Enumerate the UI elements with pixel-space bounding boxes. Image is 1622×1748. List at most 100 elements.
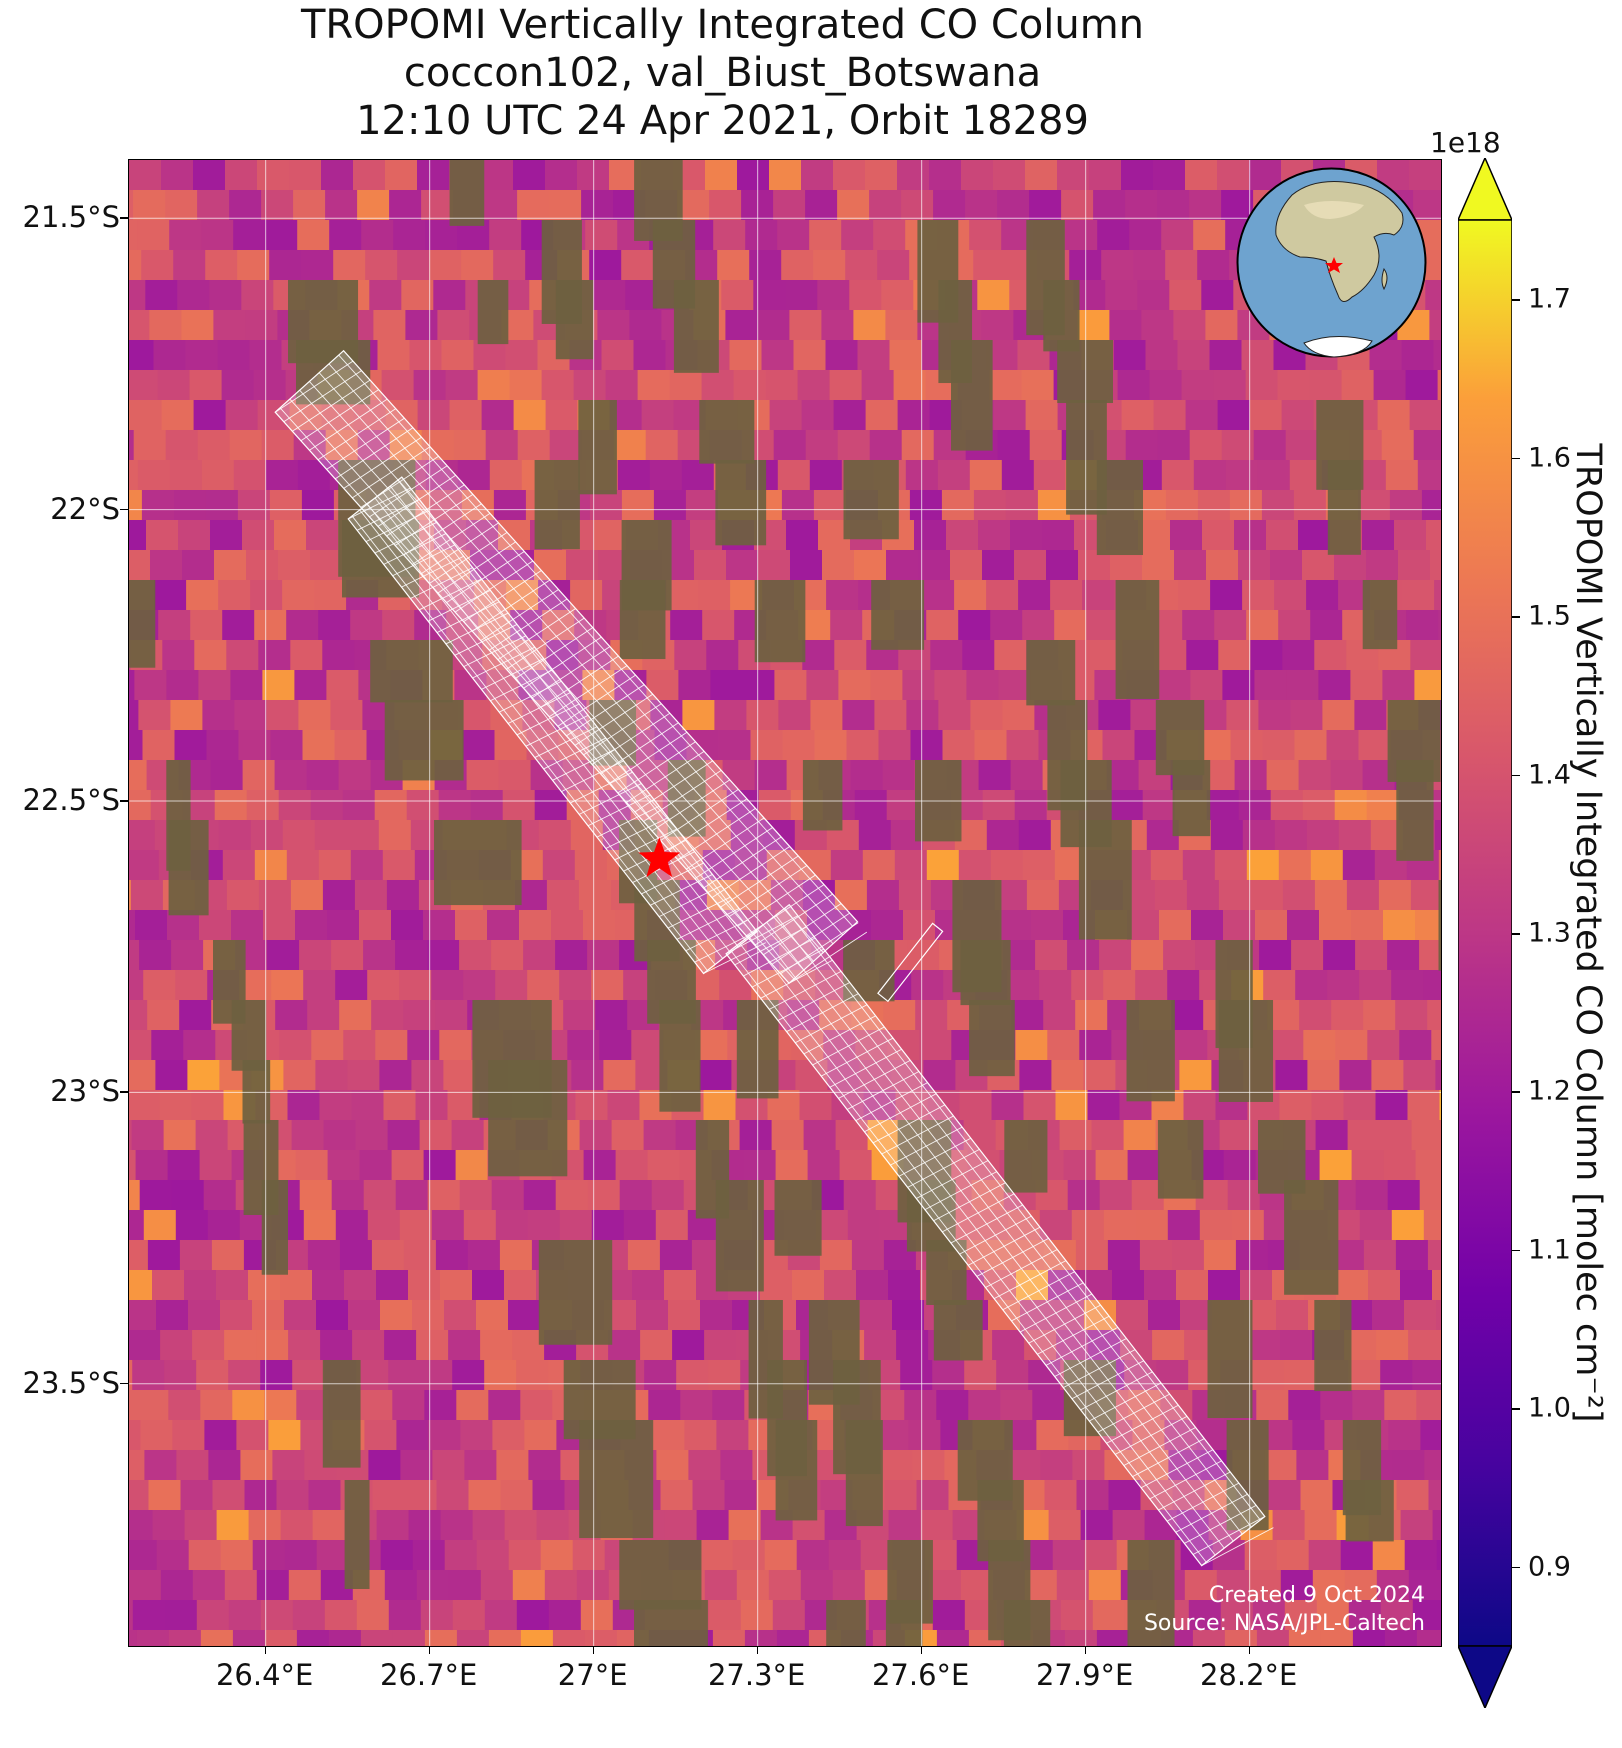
co-pixel — [363, 1180, 397, 1211]
colorbar-tick-mark — [1512, 933, 1520, 935]
co-pixel — [353, 160, 386, 191]
co-pixel — [643, 1120, 677, 1151]
co-pixel — [838, 670, 872, 701]
co-pixel — [448, 1570, 482, 1601]
co-pixel — [853, 310, 887, 341]
co-pixel — [301, 250, 335, 281]
co-pixel — [1163, 940, 1197, 971]
co-pixel — [1135, 1210, 1169, 1241]
co-pixel — [1199, 1210, 1233, 1241]
co-pixel — [797, 370, 831, 401]
co-pixel — [1408, 1330, 1441, 1361]
co-pixel — [545, 160, 578, 191]
co-pixel — [809, 460, 843, 491]
co-pixel — [929, 160, 962, 191]
co-pixel — [361, 220, 395, 251]
land-patch — [1172, 760, 1211, 837]
map-panel[interactable]: Created 9 Oct 2024 Source: NASA/JPL-Calt… — [128, 159, 1442, 1647]
co-pixel — [365, 250, 399, 281]
land-patch — [1026, 640, 1076, 706]
co-pixel — [129, 730, 144, 761]
co-pixel — [369, 280, 403, 311]
co-pixel — [884, 1480, 918, 1511]
co-pixel — [830, 850, 864, 881]
co-pixel — [217, 340, 251, 371]
co-pixel — [1258, 700, 1292, 731]
co-pixel — [783, 970, 817, 1001]
co-pixel — [1405, 370, 1439, 401]
co-pixel — [1430, 790, 1441, 821]
co-pixel — [225, 160, 258, 191]
co-pixel — [504, 1510, 538, 1541]
co-pixel — [1285, 430, 1319, 461]
co-pixel — [941, 490, 975, 521]
co-pixel — [849, 280, 883, 311]
co-pixel — [154, 580, 188, 611]
co-pixel — [129, 1090, 161, 1121]
lon-tick-label: 28.2°E — [1199, 1658, 1298, 1692]
co-pixel — [1252, 1360, 1286, 1391]
co-pixel — [416, 1570, 450, 1601]
co-pixel — [1220, 1600, 1254, 1631]
co-pixel — [1411, 1120, 1441, 1151]
co-pixel — [170, 700, 204, 731]
co-pixel — [915, 1000, 949, 1031]
co-pixel — [617, 460, 651, 491]
co-pixel — [1154, 880, 1188, 911]
co-pixel — [574, 850, 608, 881]
co-pixel — [133, 430, 167, 461]
co-pixel — [129, 790, 152, 821]
co-pixel — [754, 760, 788, 791]
co-pixel — [1357, 490, 1391, 521]
co-pixel — [1154, 640, 1188, 671]
co-pixel — [758, 550, 791, 581]
co-pixel — [306, 520, 339, 551]
co-pixel — [1351, 1150, 1385, 1181]
colorbar-tick-label: 1.0 — [1528, 1392, 1571, 1424]
co-pixel — [175, 1210, 209, 1241]
co-pixel — [374, 790, 408, 821]
co-pixel — [1246, 850, 1280, 881]
co-pixel — [141, 250, 175, 281]
co-pixel — [551, 910, 584, 941]
colorbar-tick-mark — [1512, 1091, 1520, 1093]
co-pixel — [798, 850, 832, 881]
co-pixel — [534, 550, 567, 581]
co-pixel — [129, 1630, 138, 1646]
co-pixel — [266, 700, 300, 731]
colorbar[interactable] — [1458, 158, 1512, 1708]
co-pixel — [858, 820, 892, 851]
land-patch — [843, 460, 899, 540]
lat-tick-mark — [120, 217, 128, 219]
land-patch — [802, 760, 843, 831]
land-patch — [634, 1600, 708, 1646]
land-patch — [434, 820, 522, 906]
co-pixel — [1389, 490, 1423, 521]
land-patch — [715, 1180, 764, 1292]
co-pixel — [256, 1570, 290, 1601]
co-pixel — [157, 370, 191, 401]
co-pixel — [129, 250, 143, 281]
co-pixel — [200, 1630, 234, 1646]
co-pixel — [1249, 400, 1283, 431]
credit: Created 9 Oct 2024 Source: NASA/JPL-Calt… — [1144, 1582, 1425, 1638]
colorbar-tick-label: 1.5 — [1528, 600, 1571, 632]
co-pixel — [1252, 1600, 1286, 1631]
co-pixel — [881, 280, 915, 311]
co-pixel — [268, 1420, 302, 1451]
co-pixel — [196, 1600, 230, 1631]
co-pixel — [1377, 400, 1411, 431]
co-pixel — [438, 790, 472, 821]
co-pixel — [452, 1360, 486, 1391]
co-pixel — [1185, 400, 1219, 431]
co-pixel — [463, 1210, 497, 1241]
co-pixel — [1181, 370, 1215, 401]
co-pixel — [1372, 1300, 1405, 1331]
land-patch — [1126, 1000, 1175, 1102]
co-pixel — [212, 1480, 246, 1511]
co-pixel — [962, 640, 996, 671]
co-pixel — [129, 760, 148, 791]
co-pixel — [246, 550, 279, 581]
footprint-cell-edge — [788, 931, 868, 984]
co-pixel — [177, 280, 211, 311]
